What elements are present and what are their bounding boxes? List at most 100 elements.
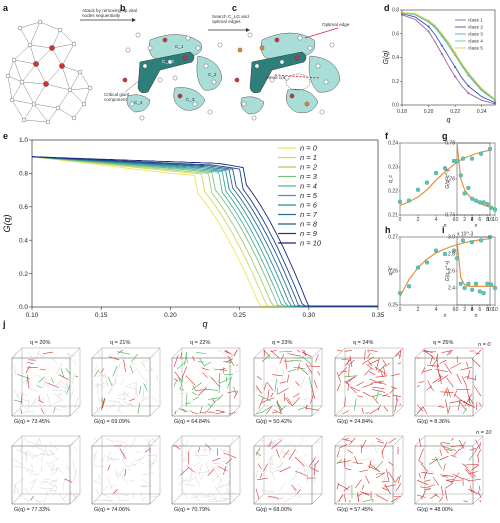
node bbox=[304, 101, 310, 107]
cube-edge bbox=[414, 347, 426, 359]
network-edge bbox=[145, 379, 148, 387]
network-edge bbox=[469, 398, 474, 405]
network-edge bbox=[285, 441, 292, 448]
network-edge bbox=[362, 383, 373, 388]
node bbox=[71, 115, 77, 121]
y-tick-label: 2.8 bbox=[448, 252, 455, 258]
network-edge bbox=[420, 471, 434, 475]
network-edge bbox=[446, 377, 454, 388]
panel-label-j: j bbox=[2, 319, 6, 329]
network-edge bbox=[295, 381, 300, 387]
node bbox=[37, 19, 43, 25]
panel-label-i: i bbox=[442, 225, 445, 235]
network-edge bbox=[274, 379, 277, 392]
network-edge bbox=[21, 379, 29, 384]
network-edge bbox=[460, 441, 466, 451]
network-edge bbox=[208, 397, 220, 400]
network-edge bbox=[194, 493, 202, 495]
network-edge bbox=[112, 489, 118, 494]
data-point bbox=[466, 281, 471, 286]
q-label: q = 20% bbox=[30, 340, 50, 346]
network-edge bbox=[398, 474, 401, 483]
network-edge bbox=[382, 477, 385, 486]
network-edge bbox=[134, 458, 144, 462]
network-edge bbox=[270, 471, 276, 481]
network-edge bbox=[205, 411, 215, 413]
network-edge bbox=[286, 397, 293, 406]
network-edge bbox=[375, 460, 384, 470]
cube-back bbox=[424, 435, 484, 495]
label-c4: C_4 bbox=[134, 100, 143, 105]
network-edge bbox=[49, 449, 58, 460]
network-edge bbox=[391, 464, 398, 474]
x-tick-label: 4 bbox=[435, 307, 438, 313]
node bbox=[211, 79, 217, 85]
data-point bbox=[442, 251, 448, 257]
network-edge bbox=[375, 358, 380, 371]
network-edge bbox=[217, 349, 229, 355]
x-tick-label: 0.22 bbox=[450, 109, 460, 115]
network-edge bbox=[42, 377, 47, 389]
network-edge bbox=[280, 442, 287, 454]
network-edge bbox=[190, 495, 200, 499]
data-point bbox=[453, 65, 457, 69]
x-tick-label: 8 bbox=[486, 217, 489, 223]
network-edge bbox=[424, 488, 430, 491]
network-edge bbox=[197, 361, 204, 363]
node bbox=[315, 63, 321, 69]
network-edge bbox=[180, 467, 189, 476]
network-edge bbox=[116, 472, 119, 479]
x-tick-label: 6 bbox=[478, 217, 481, 223]
network-edge bbox=[447, 388, 451, 398]
network-edge bbox=[20, 408, 23, 415]
legend-label: n = 7 bbox=[300, 210, 318, 219]
cube-edge bbox=[472, 493, 484, 505]
node bbox=[323, 79, 329, 85]
network-diagram-a bbox=[5, 19, 93, 125]
network-edge bbox=[46, 382, 59, 388]
network-edge bbox=[16, 448, 25, 455]
series-line bbox=[31, 156, 378, 307]
network-edge bbox=[202, 372, 208, 378]
x-tick-label: 2 bbox=[417, 217, 420, 223]
network-edge bbox=[446, 479, 455, 481]
network-edge bbox=[178, 408, 188, 412]
network-edge bbox=[277, 457, 283, 459]
network-edge bbox=[142, 485, 151, 488]
network-edge bbox=[429, 462, 431, 469]
network-edge bbox=[361, 439, 367, 449]
network-edge bbox=[122, 354, 124, 363]
network-edge bbox=[181, 408, 192, 412]
network-edge bbox=[392, 495, 402, 498]
edge bbox=[61, 65, 71, 91]
x-tick-label: 0 bbox=[399, 307, 402, 313]
network-edge bbox=[291, 443, 299, 454]
network-edge bbox=[282, 449, 290, 458]
data-point bbox=[460, 238, 466, 243]
network-edge bbox=[397, 354, 402, 357]
network-edge bbox=[338, 493, 344, 503]
network-edge bbox=[24, 406, 28, 412]
x-axis-label: n bbox=[475, 223, 478, 229]
network-edge bbox=[304, 462, 310, 470]
node bbox=[27, 42, 33, 48]
network-edge bbox=[95, 405, 99, 410]
network-edge bbox=[104, 454, 115, 462]
network-edge bbox=[421, 367, 425, 375]
network-edge bbox=[120, 378, 125, 386]
network-edge bbox=[102, 398, 106, 409]
network-edge bbox=[21, 390, 28, 397]
network-edge bbox=[178, 388, 185, 391]
cube-edge bbox=[91, 347, 103, 359]
cube-edge bbox=[253, 405, 265, 417]
network-edge bbox=[38, 376, 46, 383]
data-point bbox=[397, 199, 403, 204]
cube-edge bbox=[311, 347, 323, 359]
network-edge bbox=[222, 367, 225, 374]
x-tick-label: 6 bbox=[478, 307, 481, 313]
network-edge bbox=[207, 400, 217, 411]
network-edge bbox=[337, 460, 351, 464]
network-edge bbox=[288, 449, 296, 460]
